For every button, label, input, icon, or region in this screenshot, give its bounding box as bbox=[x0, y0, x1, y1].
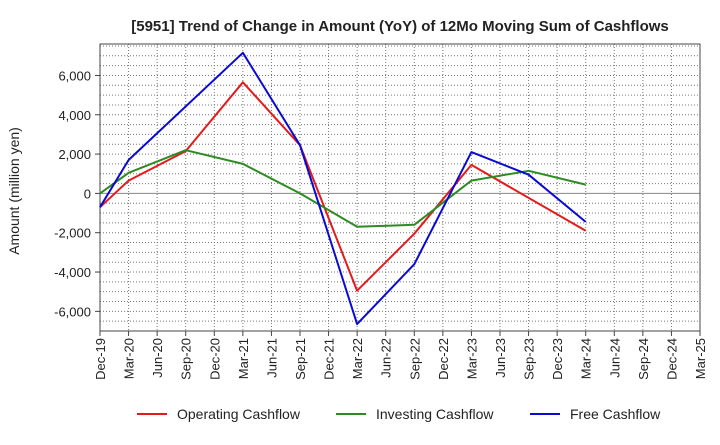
legend: Operating Cashflow Investing Cashflow Free… bbox=[137, 406, 661, 422]
y-tick-label: 6,000 bbox=[58, 68, 91, 83]
x-tick-label: Mar-24 bbox=[579, 338, 594, 379]
x-tick-label: Mar-21 bbox=[236, 338, 251, 379]
y-tick-label: 4,000 bbox=[58, 108, 91, 123]
series-line bbox=[99, 51, 587, 326]
y-tick-label: 0 bbox=[84, 186, 91, 201]
x-tick-label: Dec-24 bbox=[664, 338, 679, 380]
plot-border bbox=[99, 43, 701, 332]
x-tick-label: Dec-21 bbox=[322, 338, 337, 380]
y-tick-label: -4,000 bbox=[54, 265, 91, 280]
x-tick-label: Sep-22 bbox=[407, 338, 422, 380]
x-tick-label: Jun-22 bbox=[379, 338, 394, 378]
series-line bbox=[99, 81, 587, 292]
x-tick-label: Mar-25 bbox=[693, 338, 708, 379]
x-tick-label: Mar-20 bbox=[122, 338, 137, 379]
x-tick-label: Jun-20 bbox=[150, 338, 165, 378]
plot-area: -6,000 -4,000 -2,000 0 2,000 4,000 6,000 Dec-19… bbox=[54, 43, 708, 380]
legend-label: Operating Cashflow bbox=[177, 406, 301, 422]
y-axis-label: Amount (million yen) bbox=[6, 127, 22, 255]
y-tick-label: -2,000 bbox=[54, 226, 91, 241]
legend-label: Free Cashflow bbox=[570, 406, 661, 422]
x-tick-label: Dec-20 bbox=[207, 338, 222, 380]
x-tick-label: Dec-23 bbox=[550, 338, 565, 380]
x-tick-label: Mar-22 bbox=[350, 338, 365, 379]
chart-title: [5951] Trend of Change in Amount (YoY) o… bbox=[131, 18, 669, 35]
x-tick-label: Sep-21 bbox=[293, 338, 308, 380]
x-tick-label: Mar-23 bbox=[464, 338, 479, 379]
x-tick-label: Dec-19 bbox=[93, 338, 108, 380]
legend-label: Investing Cashflow bbox=[376, 406, 494, 422]
x-tick-label: Jun-21 bbox=[264, 338, 279, 378]
x-tick-label: Jun-24 bbox=[607, 338, 622, 378]
x-tick-label: Sep-24 bbox=[636, 338, 651, 380]
y-tick-label: -6,000 bbox=[54, 304, 91, 319]
x-tick-label: Sep-20 bbox=[179, 338, 194, 380]
x-tick-label: Jun-23 bbox=[493, 338, 508, 378]
x-tick-label: Sep-23 bbox=[522, 338, 537, 380]
series-line bbox=[99, 149, 586, 228]
x-tick-label: Dec-22 bbox=[436, 338, 451, 380]
y-tick-label: 2,000 bbox=[58, 147, 91, 162]
